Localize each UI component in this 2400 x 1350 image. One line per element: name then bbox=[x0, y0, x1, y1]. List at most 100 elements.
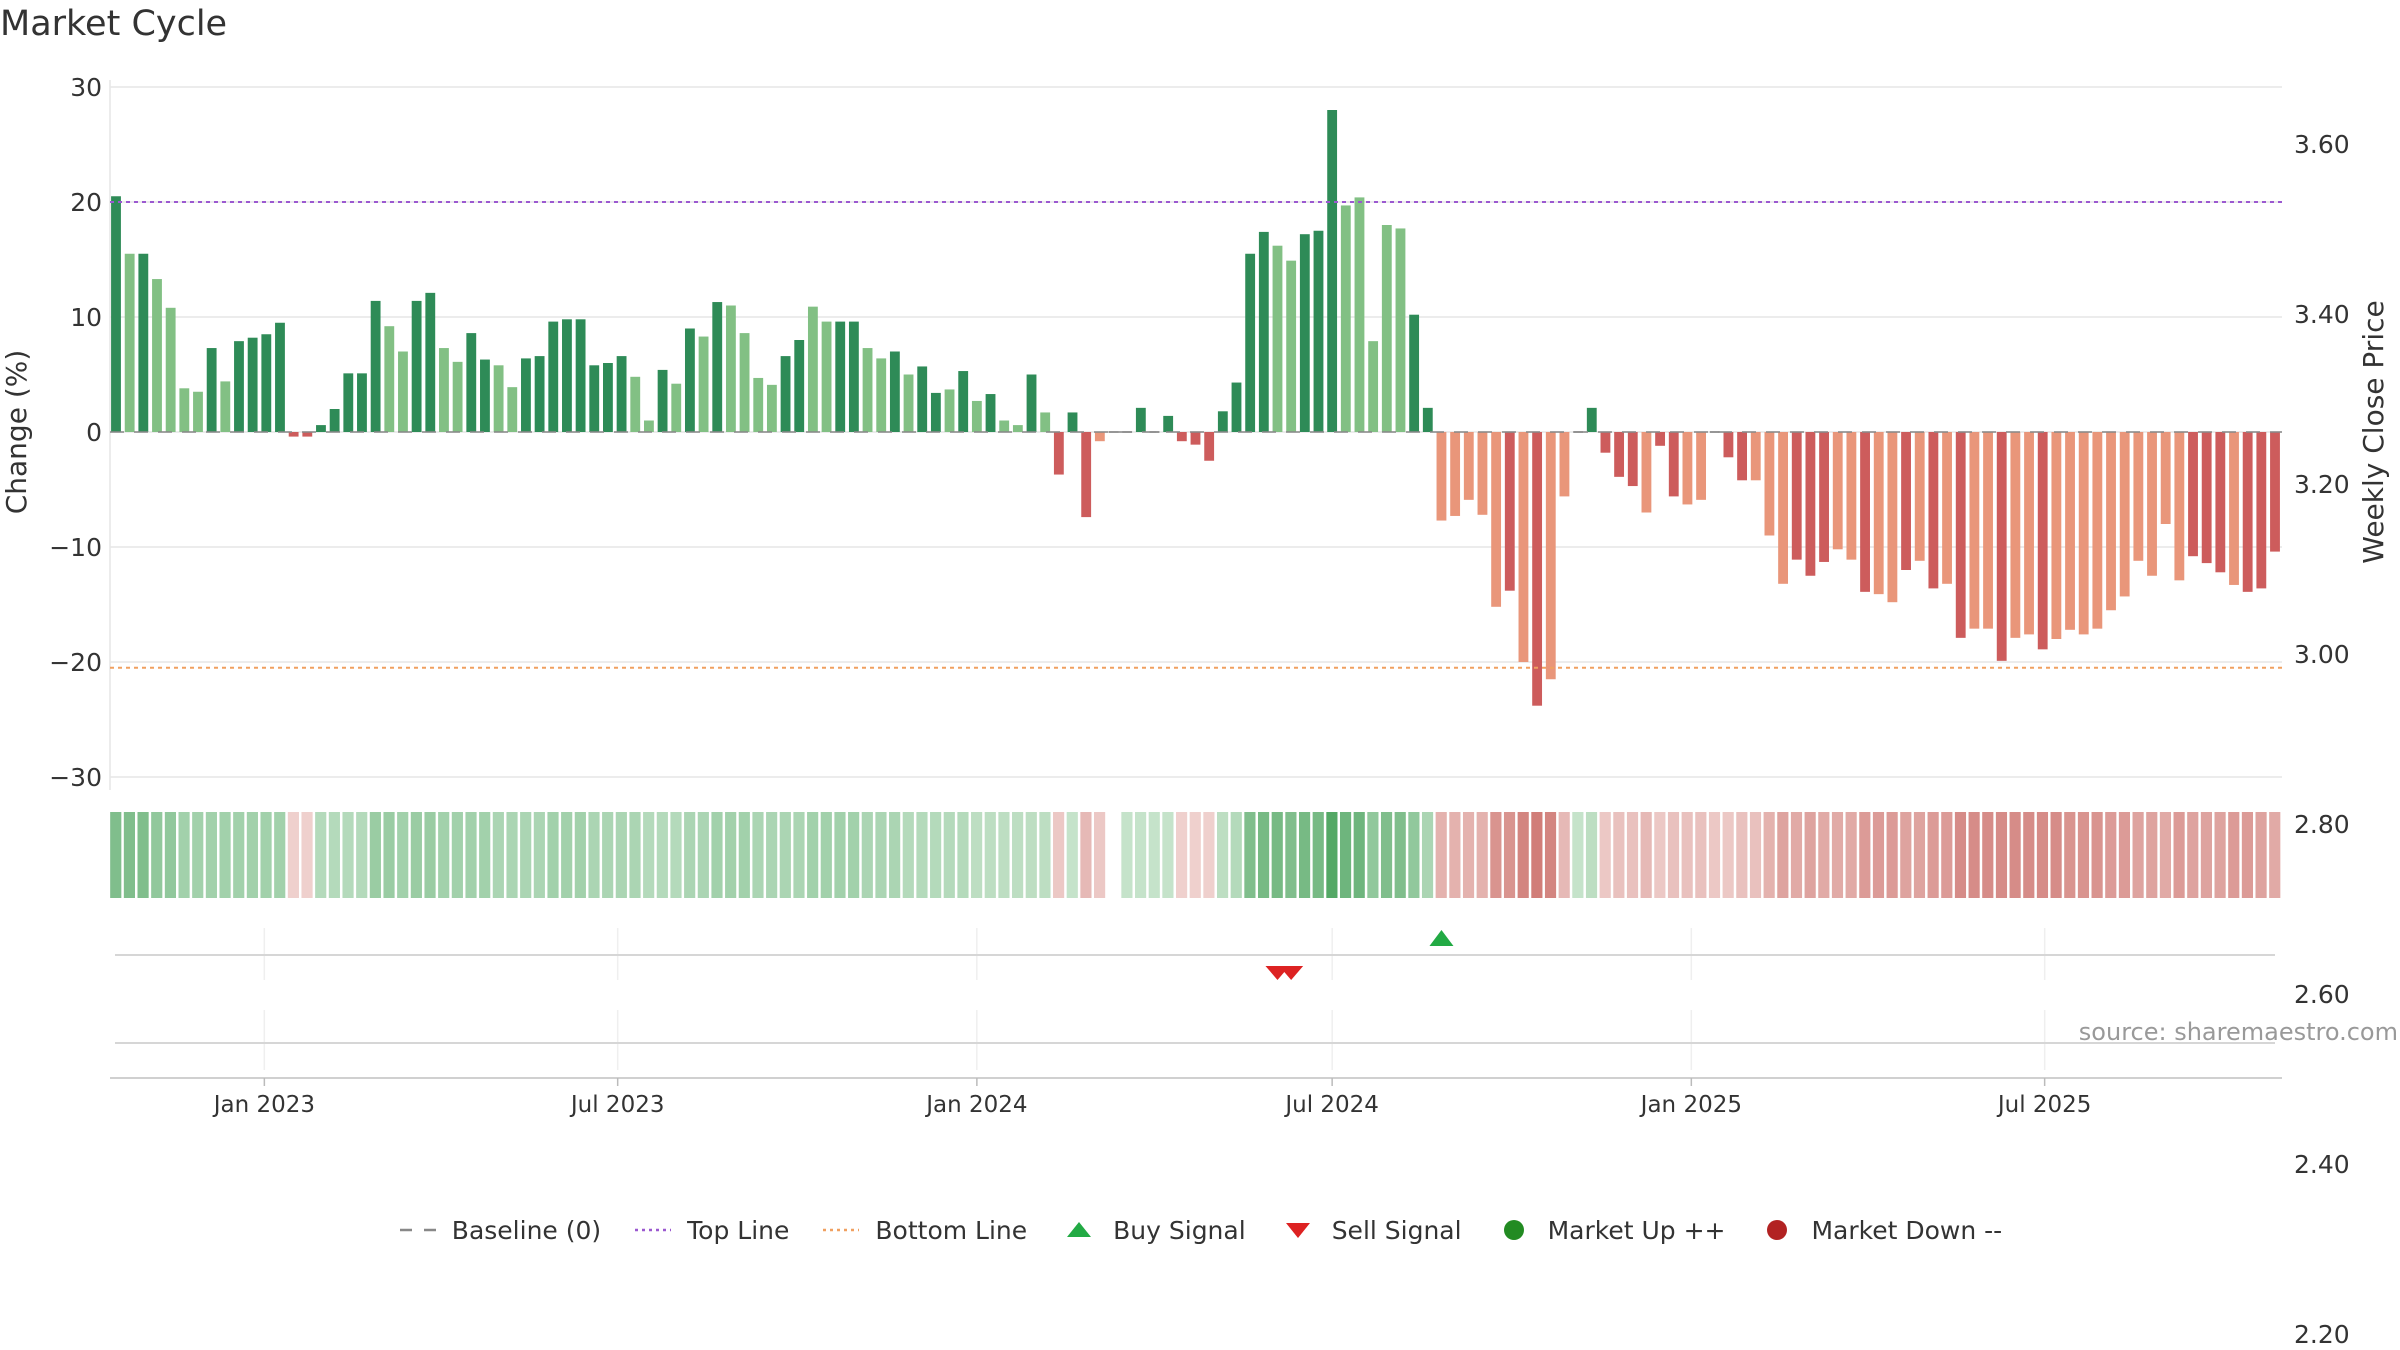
heat-cell bbox=[397, 812, 409, 898]
heat-cell bbox=[1148, 812, 1160, 898]
heat-cell bbox=[1763, 812, 1775, 898]
bar bbox=[1245, 253, 1256, 432]
heat-cell bbox=[123, 812, 135, 898]
bar bbox=[1395, 228, 1406, 432]
sell-signal-marker bbox=[1279, 966, 1304, 980]
bar bbox=[807, 306, 818, 432]
bar bbox=[971, 400, 982, 432]
y-tick-label: −20 bbox=[49, 648, 102, 677]
heat-cell bbox=[1203, 812, 1215, 898]
right-y-axis-title: Weekly Close Price bbox=[2357, 300, 2390, 563]
bar bbox=[999, 420, 1010, 432]
bar bbox=[1231, 382, 1242, 432]
bar bbox=[275, 322, 285, 432]
heat-cell bbox=[2200, 812, 2213, 898]
right-y-tick-label: 2.80 bbox=[2294, 810, 2350, 839]
bar bbox=[1463, 432, 1474, 500]
x-tick-label: Jul 2023 bbox=[569, 1092, 665, 1118]
bar bbox=[1026, 374, 1037, 432]
heat-cell bbox=[697, 812, 709, 898]
heat-cell bbox=[1599, 812, 1611, 898]
right-y-tick-label: 2.60 bbox=[2294, 980, 2350, 1009]
heat-cell bbox=[1859, 812, 1871, 898]
bar bbox=[657, 369, 668, 432]
bar bbox=[1723, 432, 1734, 458]
heat-cell bbox=[1804, 812, 1816, 898]
heat-cell bbox=[2091, 812, 2103, 898]
source-label: source: sharemaestro.com bbox=[2078, 1018, 2398, 1046]
heat-cell bbox=[574, 812, 586, 898]
bar bbox=[439, 348, 449, 432]
heat-cell bbox=[1476, 812, 1488, 898]
bar bbox=[480, 359, 490, 432]
heat-cell bbox=[451, 812, 463, 898]
heat-cell bbox=[916, 812, 928, 898]
heat-cell bbox=[1626, 812, 1639, 898]
heat-cell bbox=[820, 812, 832, 898]
y-tick-label: 0 bbox=[86, 418, 102, 447]
heat-cell bbox=[711, 812, 723, 898]
heat-cell bbox=[2064, 812, 2076, 898]
heat-cell bbox=[1189, 812, 1201, 898]
bar bbox=[1696, 432, 1707, 500]
bar bbox=[589, 365, 600, 432]
legend-symbol-dash bbox=[399, 1228, 436, 1232]
heat-cell bbox=[1244, 812, 1256, 898]
heat-cell bbox=[342, 812, 354, 898]
heat-cell bbox=[2173, 812, 2185, 898]
bar bbox=[944, 389, 955, 432]
heat-cell bbox=[793, 812, 805, 898]
heat-cell bbox=[2146, 812, 2158, 898]
bar bbox=[1313, 230, 1324, 432]
heat-cell bbox=[260, 812, 272, 898]
y-tick-label: 20 bbox=[70, 188, 102, 217]
bar bbox=[1928, 432, 1939, 589]
heat-cell bbox=[2105, 812, 2117, 898]
bar bbox=[247, 337, 258, 432]
bar bbox=[220, 381, 231, 432]
heat-cell bbox=[766, 812, 778, 898]
bar bbox=[753, 377, 764, 432]
bar bbox=[1012, 425, 1023, 432]
bar bbox=[766, 384, 777, 432]
bar bbox=[1969, 432, 1980, 629]
bar bbox=[1627, 432, 1638, 487]
heat-cell bbox=[984, 812, 996, 898]
heat-cell bbox=[1777, 812, 1789, 898]
heat-cell bbox=[2159, 812, 2172, 898]
bar bbox=[316, 425, 326, 432]
bar bbox=[2037, 432, 2048, 650]
heat-cell bbox=[547, 812, 559, 898]
bar bbox=[616, 356, 627, 432]
bar bbox=[2024, 432, 2034, 635]
legend-label: Buy Signal bbox=[1113, 1215, 1246, 1245]
y-tick-label: 10 bbox=[70, 303, 102, 332]
x-tick-label: Jan 2024 bbox=[924, 1092, 1027, 1118]
heat-cell bbox=[1025, 812, 1037, 898]
heat-cell bbox=[1449, 812, 1461, 898]
bar bbox=[2065, 432, 2075, 630]
bar bbox=[562, 319, 572, 432]
legend-label: Sell Signal bbox=[1331, 1215, 1462, 1245]
heat-cell bbox=[889, 812, 901, 898]
heat-cell bbox=[246, 812, 258, 898]
bar bbox=[1641, 432, 1652, 513]
heat-cell bbox=[1080, 812, 1092, 898]
heat-cell bbox=[1162, 812, 1174, 898]
heat-cell bbox=[752, 812, 764, 898]
legend-item: Top Line bbox=[633, 1216, 789, 1245]
bar bbox=[1081, 432, 1092, 518]
legend-symbol-circle bbox=[1503, 1220, 1524, 1240]
bar bbox=[725, 305, 736, 432]
bar bbox=[138, 253, 149, 432]
heat-cell bbox=[301, 812, 313, 898]
heat-cell bbox=[233, 812, 245, 898]
heat-cell bbox=[1749, 812, 1762, 898]
heat-cell bbox=[684, 812, 696, 898]
bar bbox=[1299, 234, 1310, 432]
heat-cell bbox=[1708, 812, 1721, 898]
heat-cell bbox=[2228, 812, 2240, 898]
buy-signal-marker bbox=[1429, 930, 1454, 946]
legend-item: Buy Signal bbox=[1059, 1216, 1246, 1245]
bar bbox=[1327, 110, 1338, 432]
